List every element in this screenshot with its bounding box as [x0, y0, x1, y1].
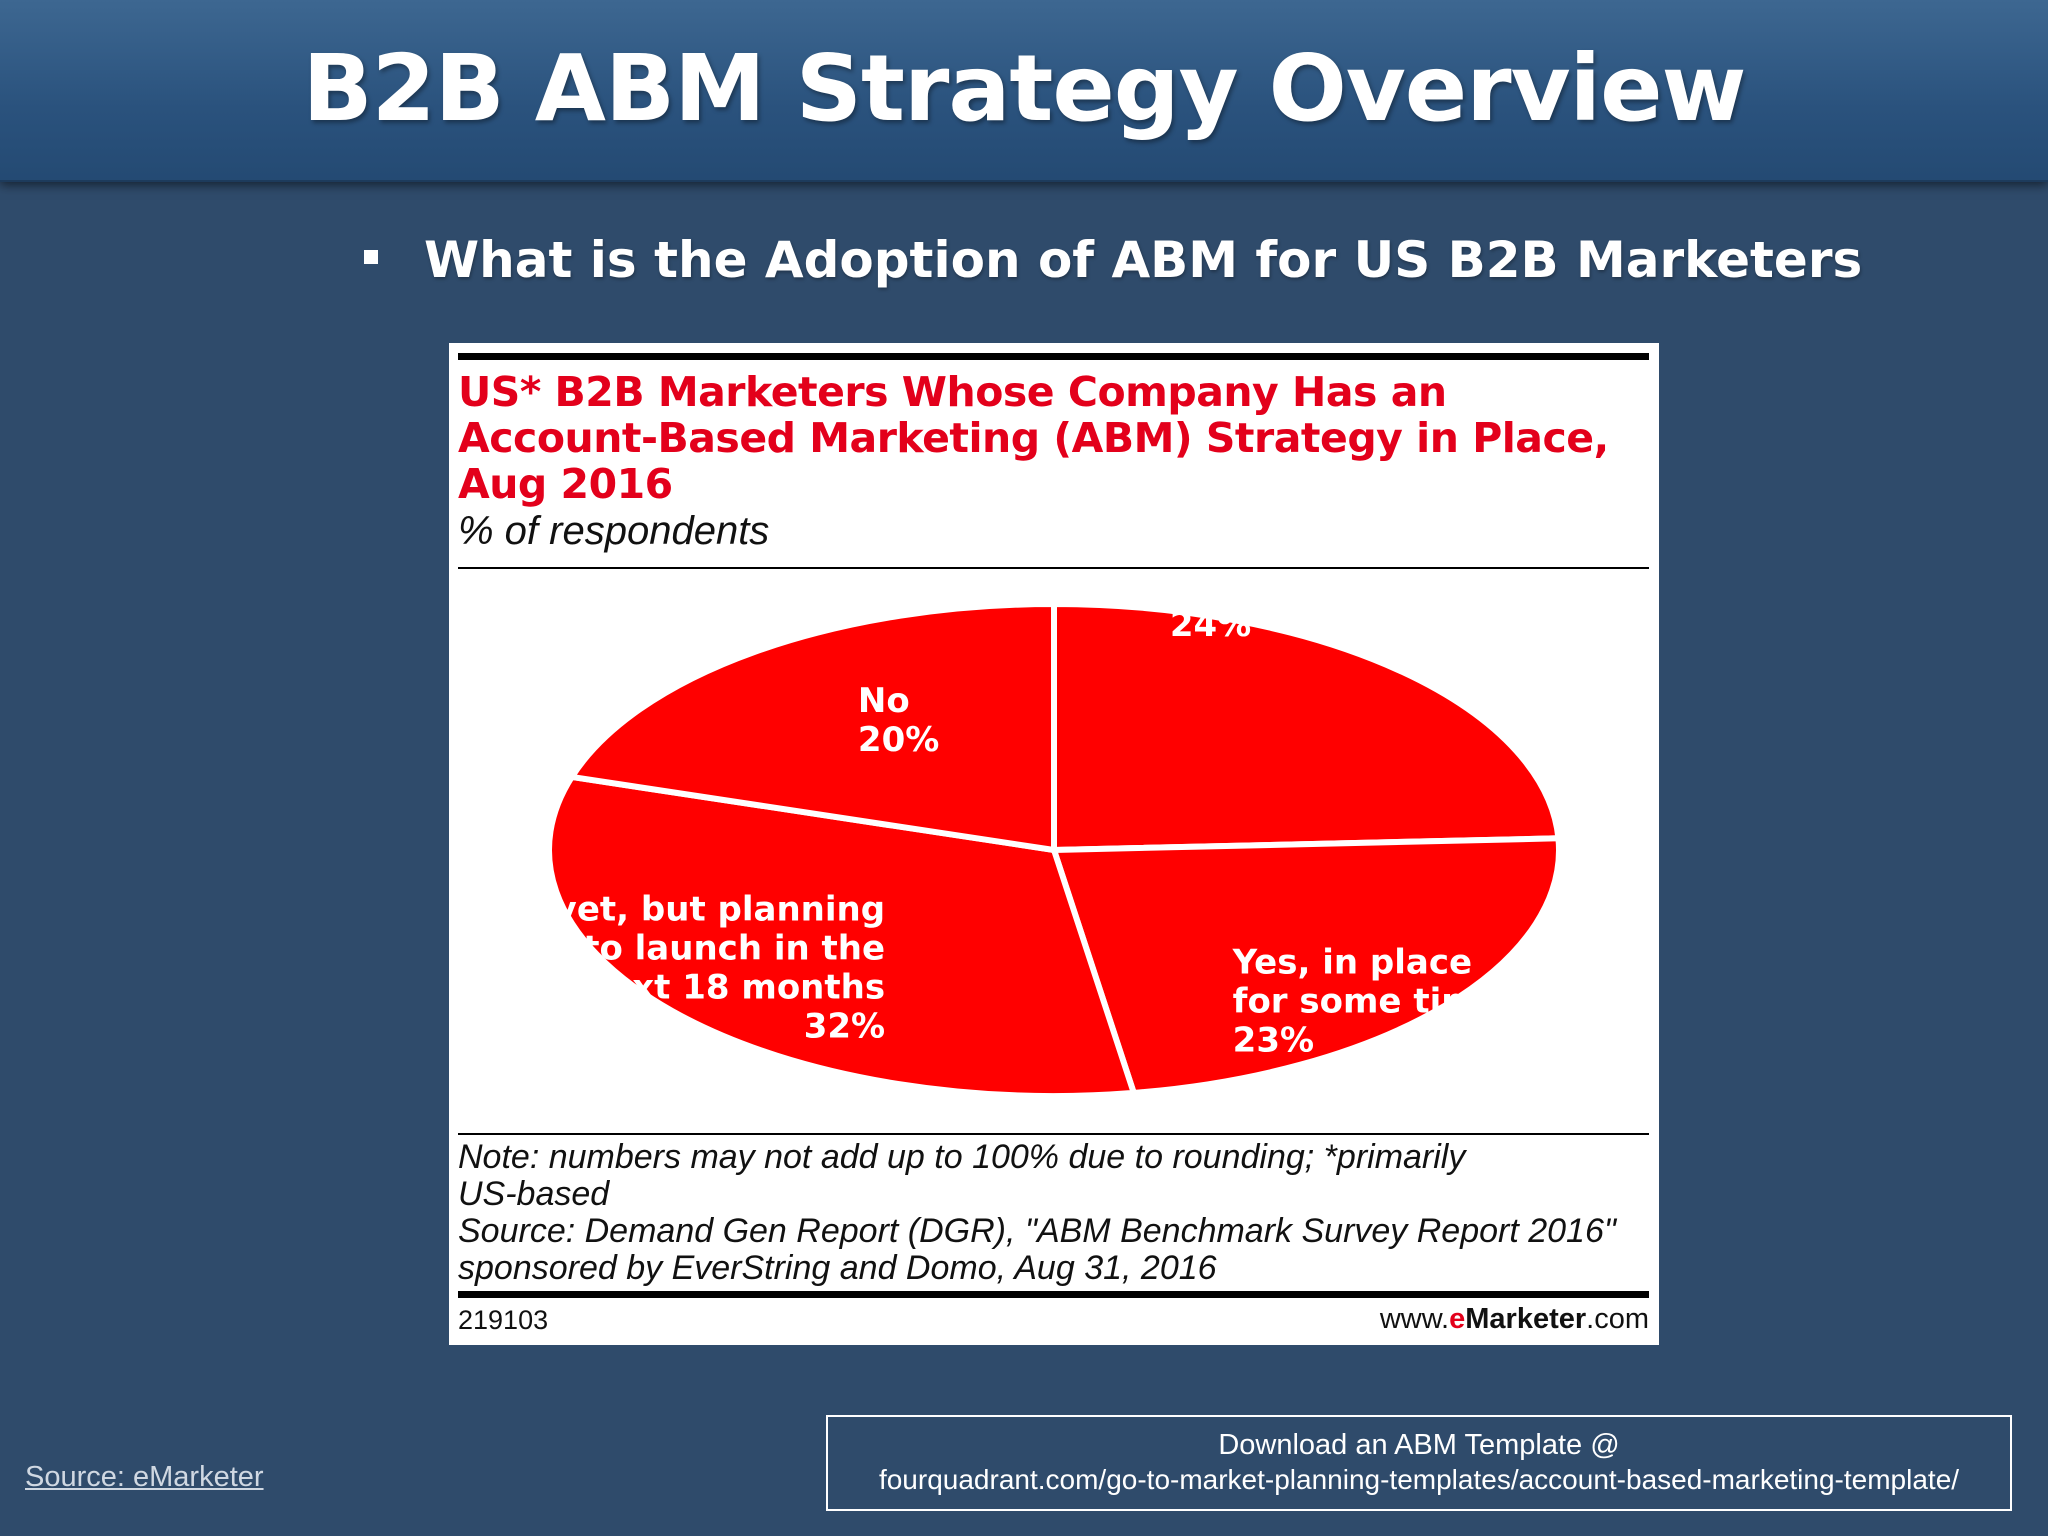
- chart-title-line: Account-Based Marketing (ABM) Strategy i…: [458, 414, 1609, 462]
- chart-bottom-rule: [458, 1291, 1649, 1298]
- chart-card: US* B2B Marketers Whose Company Has an A…: [449, 343, 1659, 1345]
- note-line: Note: numbers may not add up to 100% due…: [458, 1138, 1466, 1176]
- chart-subtitle: % of respondents: [458, 509, 770, 553]
- slice-name-line: Yes, recently: [1169, 527, 1417, 567]
- pie-slice: [568, 601, 1057, 853]
- note-line: US-based: [458, 1175, 610, 1213]
- slice-value-label: 24%: [1170, 605, 1251, 645]
- pie-chart: Yes, recently launched 24% Yes, in place for…: [475, 527, 1562, 1099]
- slice-value-label: 32%: [804, 1007, 885, 1047]
- chart-top-rule: [458, 353, 1649, 360]
- chart-header-rule: [458, 567, 1649, 569]
- pie-slice: [1051, 601, 1562, 853]
- note-line: sponsored by EverString and Domo, Aug 31…: [458, 1249, 1217, 1287]
- pie-slice: [546, 773, 1137, 1099]
- title-bar: B2B ABM Strategy Overview: [0, 0, 2048, 182]
- note-line: Source: Demand Gen Report (DGR), "ABM Be…: [458, 1212, 1616, 1250]
- brand-highlight: e: [1449, 1303, 1466, 1335]
- download-template-box[interactable]: Download an ABM Template @ fourquadrant.…: [826, 1415, 2012, 1511]
- slice-value-label: 20%: [858, 720, 939, 760]
- slice-name-line: for some time: [1233, 982, 1500, 1022]
- slice-name-line: next 18 months: [585, 968, 885, 1008]
- slice-label: Yes, recently launched 24%: [1169, 527, 1417, 645]
- chart-title-line: US* B2B Marketers Whose Company Has an: [458, 368, 1447, 416]
- chart-note-rule: [458, 1133, 1649, 1135]
- slice-name-line: launched: [1170, 566, 1345, 606]
- download-line1: Download an ABM Template @: [1218, 1429, 1620, 1461]
- slice-value-label: 23%: [1233, 1021, 1314, 1061]
- slice-label: No 20%: [858, 681, 939, 760]
- slice-name-line: Yes, in place: [1232, 943, 1472, 983]
- slice-label: Not yet, but planning to launch in the nex…: [475, 890, 885, 1047]
- bullet-text: What is the Adoption of ABM for US B2B M…: [424, 231, 1863, 289]
- brand-prefix: www.: [1379, 1303, 1450, 1335]
- slice-name-line: Not yet, but planning: [475, 890, 885, 930]
- brand-suffix: .com: [1586, 1303, 1649, 1335]
- chart-title-line: Aug 2016: [458, 460, 673, 508]
- download-url[interactable]: fourquadrant.com/go-to-market-planning-t…: [878, 1464, 1960, 1495]
- emarketer-logo: www.eMarketer.com: [1380, 1303, 1649, 1335]
- pie-slice: [1051, 835, 1562, 1096]
- source-link[interactable]: Source: eMarketer: [25, 1461, 264, 1493]
- slice-label: Yes, in place for some time 23%: [1232, 943, 1500, 1061]
- chart-title: US* B2B Marketers Whose Company Has an A…: [458, 369, 1638, 507]
- brand-name: Marketer: [1465, 1303, 1587, 1335]
- slide-title: B2B ABM Strategy Overview: [302, 35, 1747, 142]
- slice-name-line: No: [858, 681, 910, 721]
- chart-note: Note: numbers may not add up to 100% due…: [458, 1139, 1648, 1287]
- bullet-square-icon: [364, 250, 378, 264]
- chart-id: 219103: [458, 1305, 549, 1335]
- slice-name-line: to launch in the: [583, 929, 885, 969]
